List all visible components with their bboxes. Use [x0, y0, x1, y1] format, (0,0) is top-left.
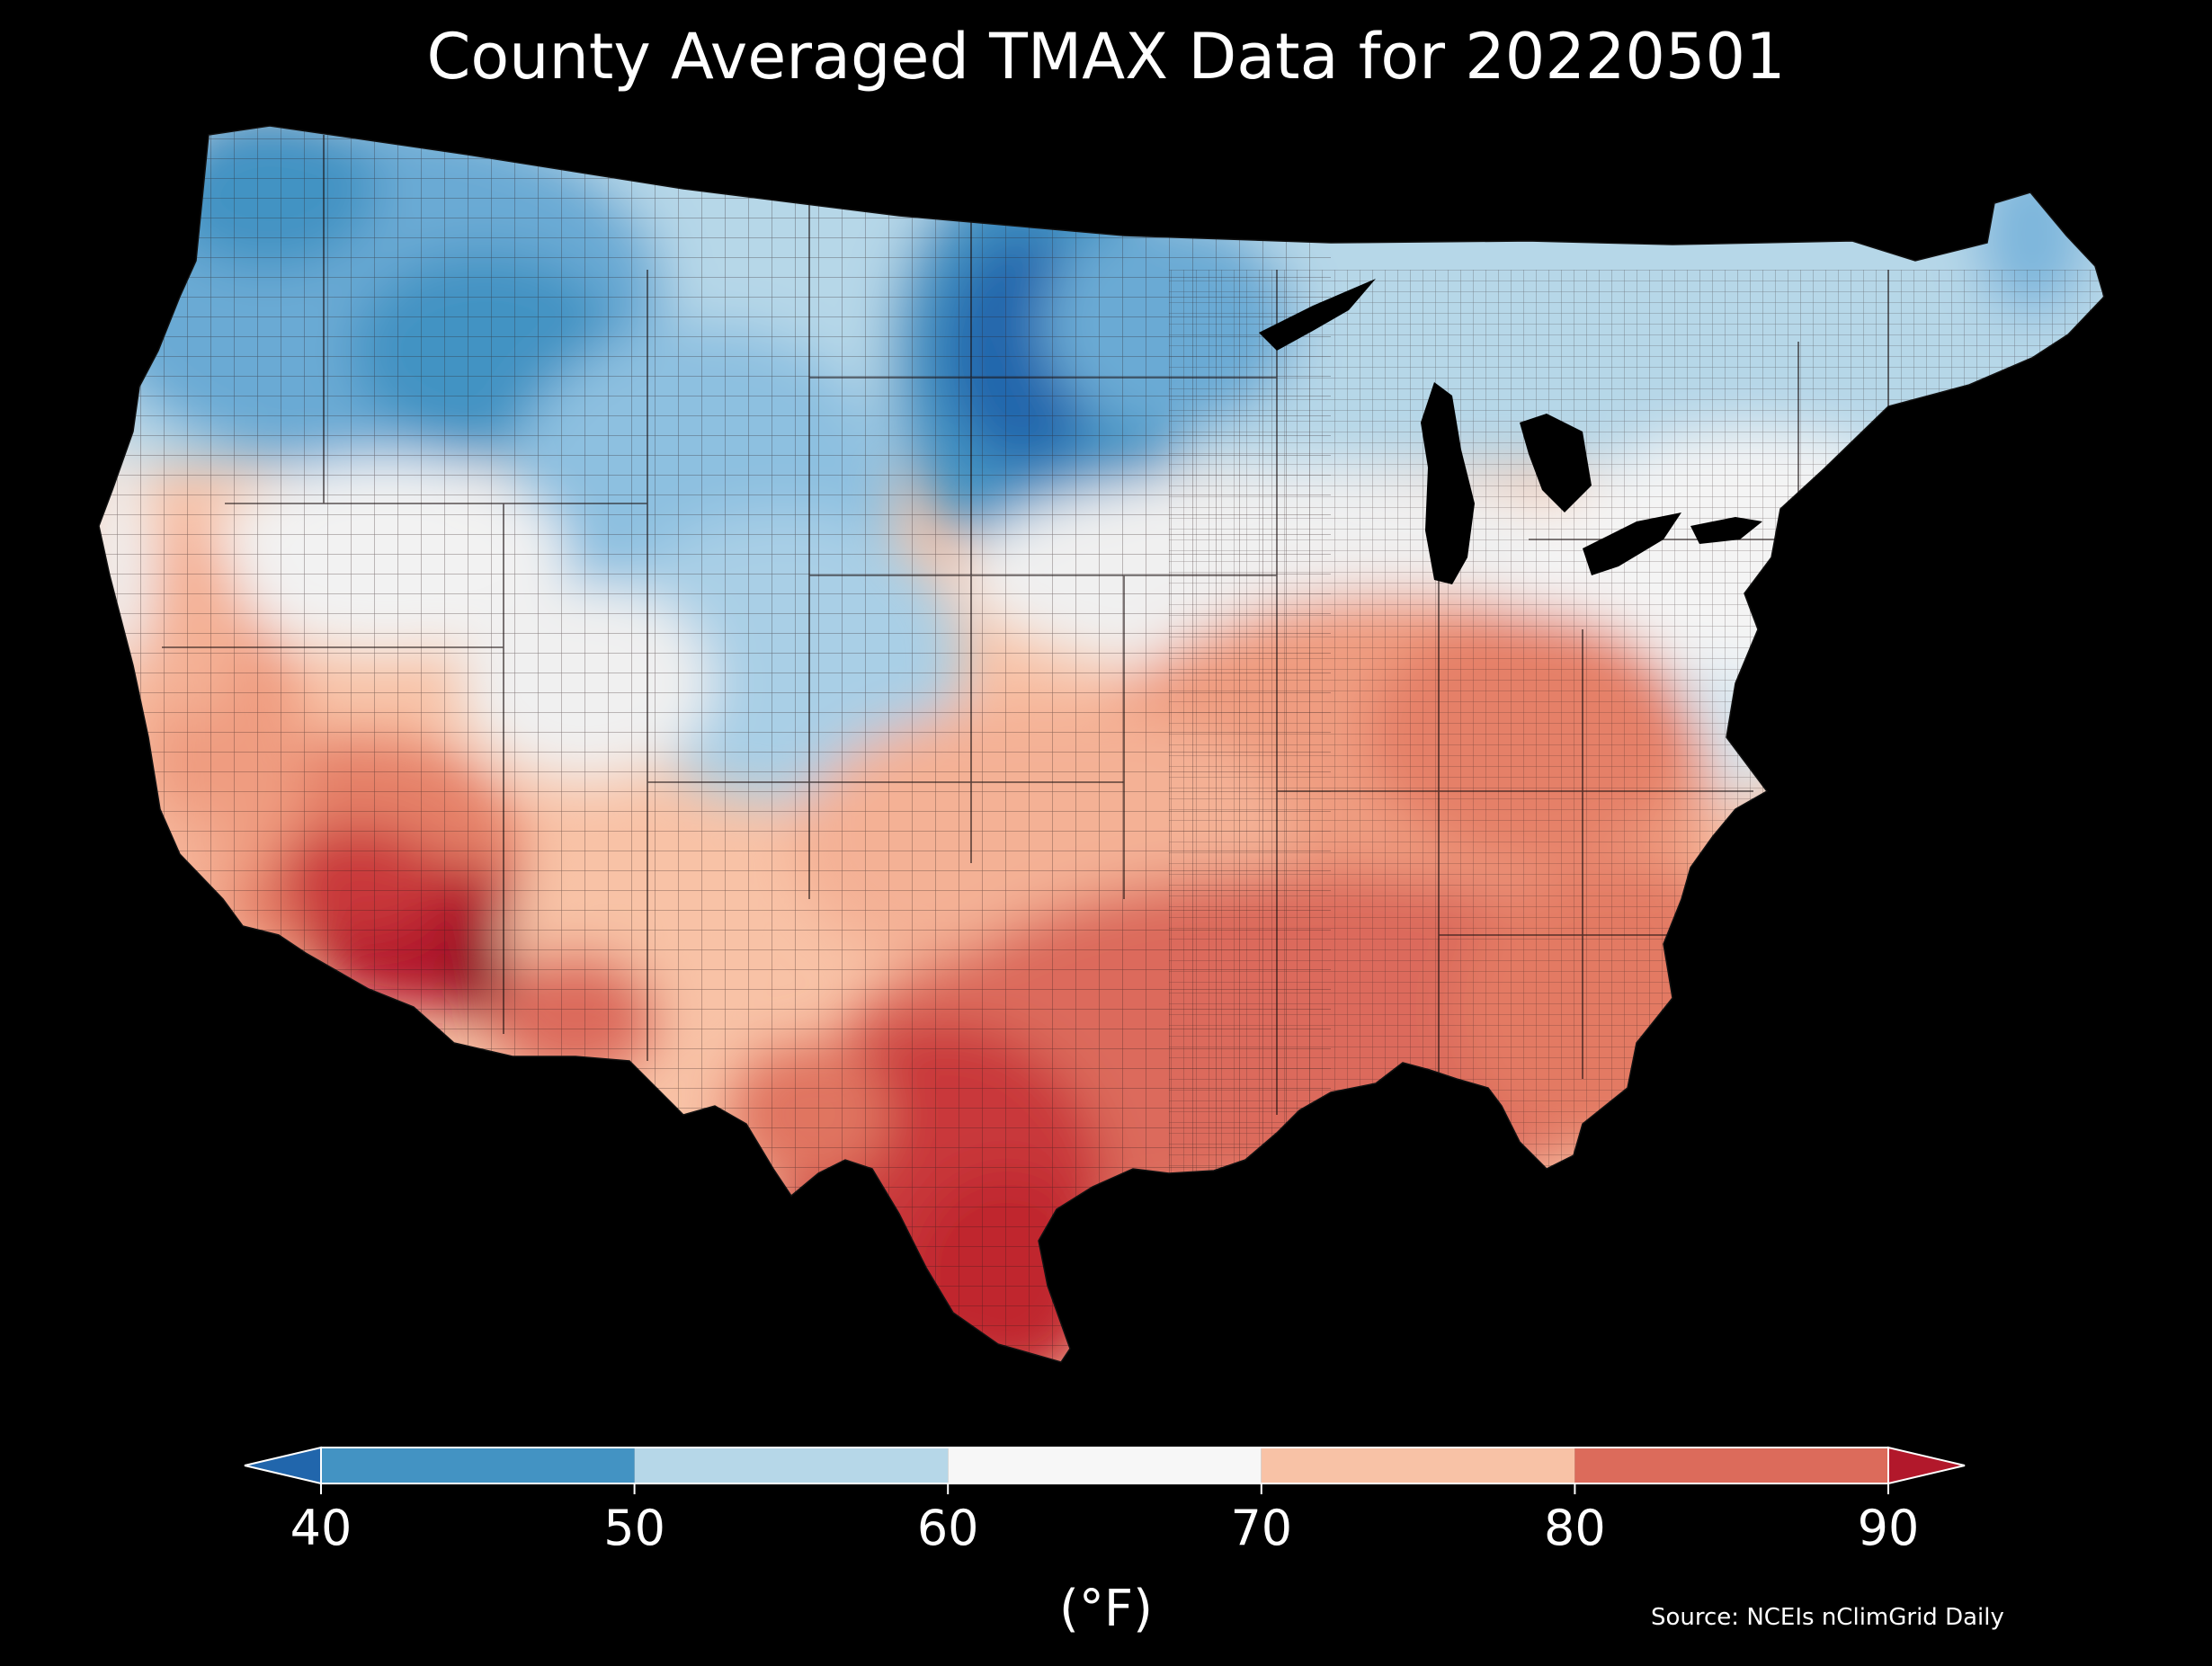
source-note: Source: NCEIs nClimGrid Daily [1651, 1604, 2004, 1631]
colorbar-tick-label: 60 [917, 1500, 979, 1556]
great-lakes [1259, 279, 1762, 584]
colorbar-extend-high [1887, 1446, 1966, 1485]
colorbar-tick-label: 50 [603, 1500, 665, 1556]
colorbar-tick-label: 90 [1858, 1500, 1920, 1556]
us-county-map [98, 125, 2105, 1363]
colorbar: 40 50 60 70 80 90 (°F) [0, 1430, 2212, 1654]
colorbar-tick-label: 70 [1230, 1500, 1292, 1556]
colorbar-bin [1261, 1448, 1575, 1483]
colorbar-unit-label: (°F) [1059, 1580, 1153, 1638]
colorbar-extend-low [244, 1446, 322, 1485]
page-title: County Averaged TMAX Data for 20220501 [426, 20, 1786, 94]
colorbar-bin [948, 1448, 1262, 1483]
colorbar-graphic: 40 50 60 70 80 90 (°F) [244, 1446, 1966, 1638]
county-color-field [99, 126, 2104, 1362]
colorbar-tick-label: 40 [290, 1500, 352, 1556]
colorbar-tick-label: 80 [1544, 1500, 1606, 1556]
colorbar-bin [1574, 1448, 1888, 1483]
colorbar-bin [321, 1448, 635, 1483]
map-container [98, 125, 2105, 1363]
colorbar-outline [320, 1447, 1889, 1484]
colorbar-bin [634, 1448, 949, 1483]
